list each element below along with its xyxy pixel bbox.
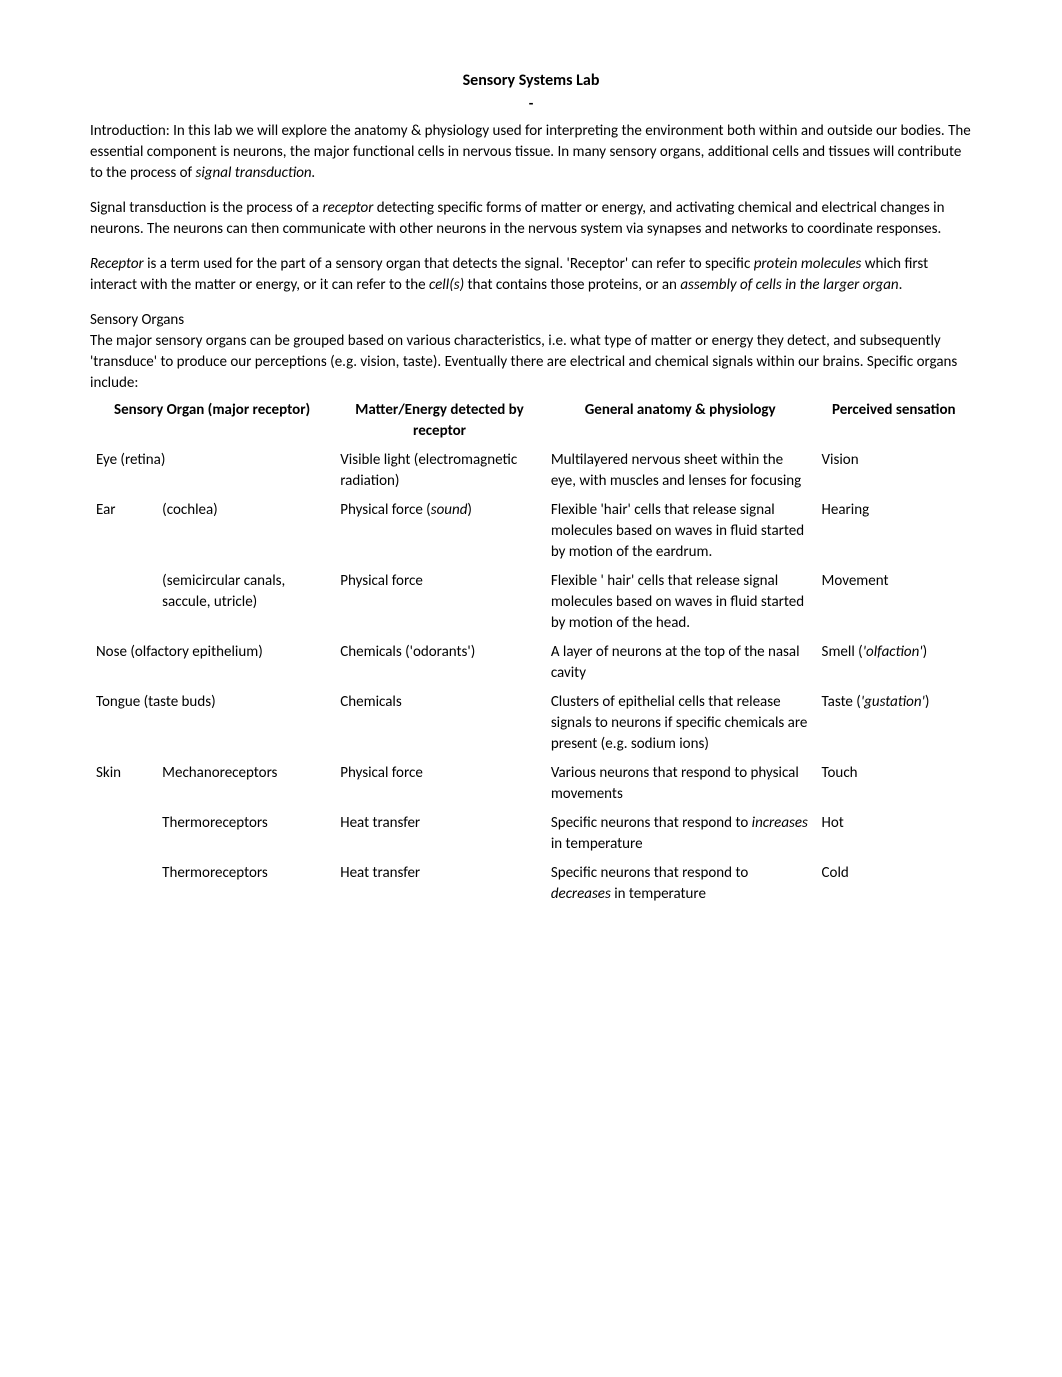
cell-organ-sub: (cochlea) [156, 498, 334, 569]
section-body: The major sensory organs can be grouped … [90, 331, 972, 394]
col-header-anatomy: General anatomy & physiology [545, 398, 816, 448]
sensory-organs-table: Sensory Organ (major receptor) Matter/En… [90, 398, 972, 911]
cell-matter: Heat transfer [334, 811, 545, 861]
text-ital: receptor [322, 199, 373, 217]
table-row: Ear (cochlea) Physical force (sound) Fle… [90, 498, 972, 569]
text: ) [923, 643, 928, 661]
page-subtitle: - [90, 94, 972, 115]
cell-anatomy: Specific neurons that respond to increas… [545, 811, 816, 861]
cell-sensation: Smell ('olfaction') [816, 640, 972, 690]
cell-matter: Chemicals ('odorants') [334, 640, 545, 690]
text-ital: 'gustation' [861, 693, 925, 711]
cell-matter: Heat transfer [334, 861, 545, 911]
text-ital: sound [431, 501, 468, 519]
cell-organ: Eye (retina) [90, 448, 334, 498]
text: Specific neurons that respond to [551, 814, 752, 832]
cell-anatomy: Flexible 'hair' cells that release signa… [545, 498, 816, 569]
table-row: Eye (retina) Visible light (electromagne… [90, 448, 972, 498]
cell-sensation: Movement [816, 569, 972, 640]
text: in temperature [551, 835, 643, 853]
text-ital: protein molecules [754, 255, 862, 273]
cell-anatomy: Clusters of epithelial cells that releas… [545, 690, 816, 761]
table-row: Tongue (taste buds) Chemicals Clusters o… [90, 690, 972, 761]
text: Signal transduction is the process of a [90, 199, 322, 217]
cell-organ-sub: Thermoreceptors [156, 861, 334, 911]
text-ital: signal transduction. [196, 164, 316, 182]
table-row: Thermoreceptors Heat transfer Specific n… [90, 811, 972, 861]
cell-anatomy: Multilayered nervous sheet within the ey… [545, 448, 816, 498]
text: Smell ( [822, 643, 863, 661]
cell-blank [90, 569, 156, 640]
cell-organ: Nose (olfactory epithelium) [90, 640, 334, 690]
cell-organ: Tongue (taste buds) [90, 690, 334, 761]
cell-sensation: Taste ('gustation') [816, 690, 972, 761]
text: . [899, 276, 903, 294]
cell-organ-sub: Mechanoreceptors [156, 761, 334, 811]
text: Physical force ( [340, 501, 430, 519]
cell-organ-sub: Thermoreceptors [156, 811, 334, 861]
text: ) [467, 501, 472, 519]
text: ) [925, 693, 930, 711]
cell-matter: Physical force (sound) [334, 498, 545, 569]
intro-paragraph-3: Receptor is a term used for the part of … [90, 254, 972, 296]
cell-anatomy: Various neurons that respond to physical… [545, 761, 816, 811]
cell-sensation: Hearing [816, 498, 972, 569]
text-ital: assembly of cells in the larger organ [680, 276, 898, 294]
col-header-matter: Matter/Energy detected by receptor [334, 398, 545, 448]
text-ital: 'olfaction' [863, 643, 923, 661]
cell-sensation: Cold [816, 861, 972, 911]
cell-blank [90, 861, 156, 911]
table-row: Skin Mechanoreceptors Physical force Var… [90, 761, 972, 811]
text-ital: cell(s) [429, 276, 464, 294]
table-row: Nose (olfactory epithelium) Chemicals ('… [90, 640, 972, 690]
cell-matter: Chemicals [334, 690, 545, 761]
text: is a term used for the part of a sensory… [147, 255, 754, 273]
cell-anatomy: Flexible ' hair' cells that release sign… [545, 569, 816, 640]
text: Taste ( [822, 693, 861, 711]
cell-anatomy: Specific neurons that respond to decreas… [545, 861, 816, 911]
col-header-organ: Sensory Organ (major receptor) [90, 398, 334, 448]
text: Specific neurons that respond to [551, 864, 748, 882]
intro-paragraph-2: Signal transduction is the process of a … [90, 198, 972, 240]
cell-organ-main: Ear [90, 498, 156, 569]
text-ital: increases [752, 814, 808, 832]
cell-blank [90, 811, 156, 861]
col-header-sensation: Perceived sensation [816, 398, 972, 448]
text: in temperature [611, 885, 706, 903]
text-ital: decreases [551, 885, 611, 903]
table-row: (semicircular canals, saccule, utricle) … [90, 569, 972, 640]
cell-sensation: Hot [816, 811, 972, 861]
cell-matter: Physical force [334, 761, 545, 811]
table-header-row: Sensory Organ (major receptor) Matter/En… [90, 398, 972, 448]
section-heading: Sensory Organs [90, 310, 972, 331]
page-title: Sensory Systems Lab [90, 70, 972, 92]
text-ital: Receptor [90, 255, 147, 273]
cell-organ-sub: (semicircular canals, saccule, utricle) [156, 569, 334, 640]
cell-organ-main: Skin [90, 761, 156, 811]
cell-sensation: Vision [816, 448, 972, 498]
cell-matter: Physical force [334, 569, 545, 640]
text: that contains those proteins, or an [464, 276, 680, 294]
cell-sensation: Touch [816, 761, 972, 811]
table-row: Thermoreceptors Heat transfer Specific n… [90, 861, 972, 911]
cell-matter: Visible light (electromagnetic radiation… [334, 448, 545, 498]
cell-anatomy: A layer of neurons at the top of the nas… [545, 640, 816, 690]
intro-paragraph-1: Introduction: In this lab we will explor… [90, 121, 972, 184]
